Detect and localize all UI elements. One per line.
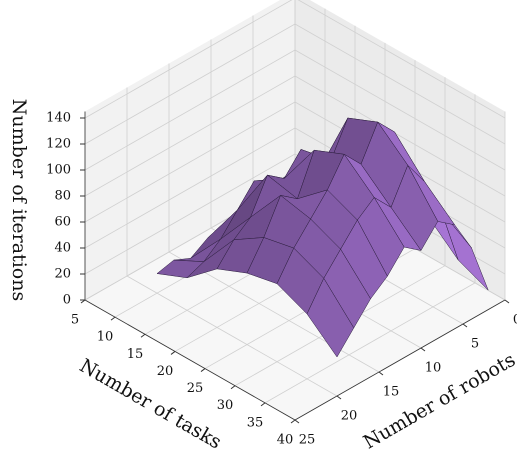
z-tick-label: 60 — [54, 215, 71, 230]
y-tick-label: 10 — [425, 361, 442, 376]
y-tick-label: 5 — [471, 337, 479, 352]
y-tick-label: 25 — [299, 433, 316, 448]
y-tick-label: 15 — [383, 385, 400, 400]
grid-line — [264, 282, 476, 404]
y-tick-label: 0 — [513, 313, 517, 328]
left-pane — [85, 0, 295, 300]
y-tick — [420, 347, 426, 352]
x-tick — [260, 402, 266, 407]
z-tick-label: 100 — [46, 163, 71, 178]
x-tick-label: 15 — [127, 347, 144, 362]
x-tick-label: 35 — [247, 415, 264, 430]
axis-line — [294, 299, 506, 421]
z-tick-label: 120 — [46, 137, 71, 152]
grid-line — [84, 153, 296, 275]
x-tick-label: 10 — [97, 330, 114, 345]
x-tick-label: 40 — [277, 433, 294, 448]
grid-line — [294, 75, 506, 197]
labels: 0204060801001201405101520253035400510152… — [46, 111, 517, 448]
y-tick-label: 20 — [341, 409, 358, 424]
grid-line — [84, 101, 296, 223]
y-tick — [294, 419, 300, 424]
grid-line — [84, 75, 296, 197]
z-tick-label: 140 — [46, 111, 71, 126]
x-tick — [200, 368, 206, 372]
x-axis-label: Number of tasks — [76, 355, 225, 453]
grid-line — [84, 127, 296, 249]
y-tick — [504, 299, 510, 304]
z-axis-label: Number of iterations — [8, 99, 30, 301]
y-tick — [462, 323, 468, 328]
z-tick-label: 40 — [54, 241, 71, 256]
grid-line — [297, 0, 506, 119]
y-tick — [378, 371, 384, 376]
z-tick-label: 0 — [63, 293, 71, 308]
y-tick — [336, 395, 342, 400]
grid-line — [126, 275, 338, 397]
x-tick-label: 20 — [157, 364, 174, 379]
x-tick-label: 5 — [71, 313, 79, 328]
surface-cell — [306, 278, 355, 358]
x-tick — [140, 333, 146, 338]
x-tick — [80, 299, 86, 304]
z-tick-label: 80 — [54, 189, 71, 204]
surface — [156, 117, 489, 358]
z-tick-label: 20 — [54, 267, 71, 282]
x-tick — [170, 351, 176, 355]
grid-line — [294, 49, 506, 171]
grid-line — [84, 49, 296, 171]
axis-line — [84, 299, 296, 421]
x-tick-label: 30 — [217, 398, 234, 413]
grid-line — [84, 0, 293, 119]
grid-line — [84, 23, 296, 145]
grid-line — [294, 23, 506, 145]
x-tick — [230, 385, 236, 390]
x-tick — [110, 316, 116, 321]
x-tick-label: 25 — [187, 381, 204, 396]
x-tick — [290, 419, 296, 424]
